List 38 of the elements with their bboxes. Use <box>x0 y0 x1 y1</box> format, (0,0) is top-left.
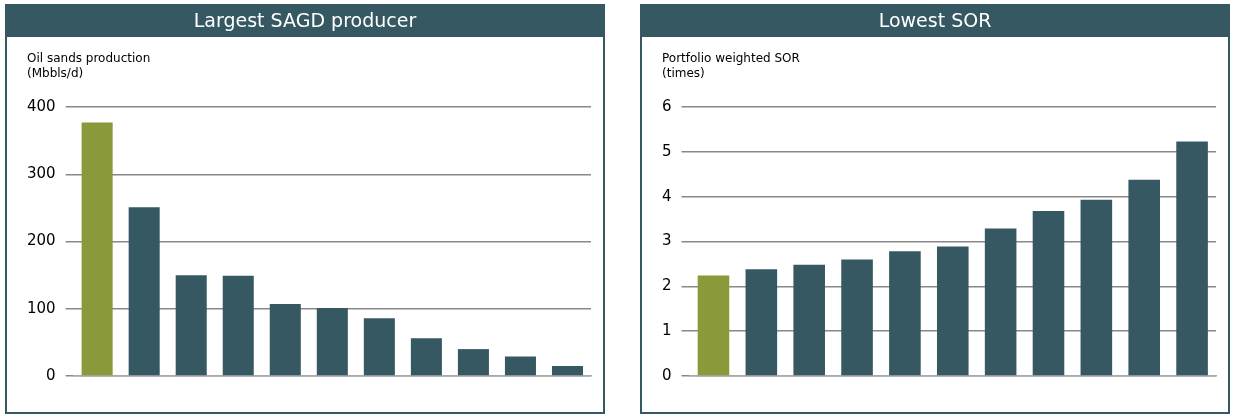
bar <box>363 318 395 376</box>
bar <box>1128 179 1160 376</box>
bar <box>1080 199 1113 376</box>
bar <box>504 356 536 376</box>
bar <box>81 122 113 376</box>
bar <box>175 275 207 376</box>
chart-title: Largest SAGD producer <box>7 4 603 37</box>
y-tick-label: 6 <box>662 96 672 115</box>
y-tick-label: 300 <box>26 164 56 183</box>
y-tick-label: 3 <box>662 231 672 250</box>
bar <box>936 246 969 376</box>
bar <box>984 228 1017 376</box>
bar <box>841 259 873 376</box>
bar <box>1176 141 1208 376</box>
y-tick-label: 5 <box>662 141 672 160</box>
y-tick-label: 400 <box>26 96 56 115</box>
bar <box>316 308 348 376</box>
y-tick-label: 200 <box>26 231 56 250</box>
bar <box>1032 211 1065 376</box>
chart-title: Lowest SOR <box>642 4 1228 37</box>
y-axis-title: Portfolio weighted SOR (times) <box>662 51 800 81</box>
bar <box>457 349 489 376</box>
bar <box>697 275 730 376</box>
y-tick-label: 2 <box>662 276 672 295</box>
bar <box>745 269 778 376</box>
bar <box>889 251 921 376</box>
y-tick-label: 100 <box>26 298 56 317</box>
bar <box>793 264 825 376</box>
y-tick-label: 4 <box>662 186 672 205</box>
y-tick-label: 0 <box>662 365 672 384</box>
bar <box>222 275 254 376</box>
bar <box>269 304 301 376</box>
y-tick-label: 0 <box>46 365 56 384</box>
bar <box>128 207 160 376</box>
y-tick-label: 1 <box>662 321 672 340</box>
bar <box>551 365 583 376</box>
y-axis-title: Oil sands production (Mbbls/d) <box>27 51 151 81</box>
bar <box>410 338 442 376</box>
